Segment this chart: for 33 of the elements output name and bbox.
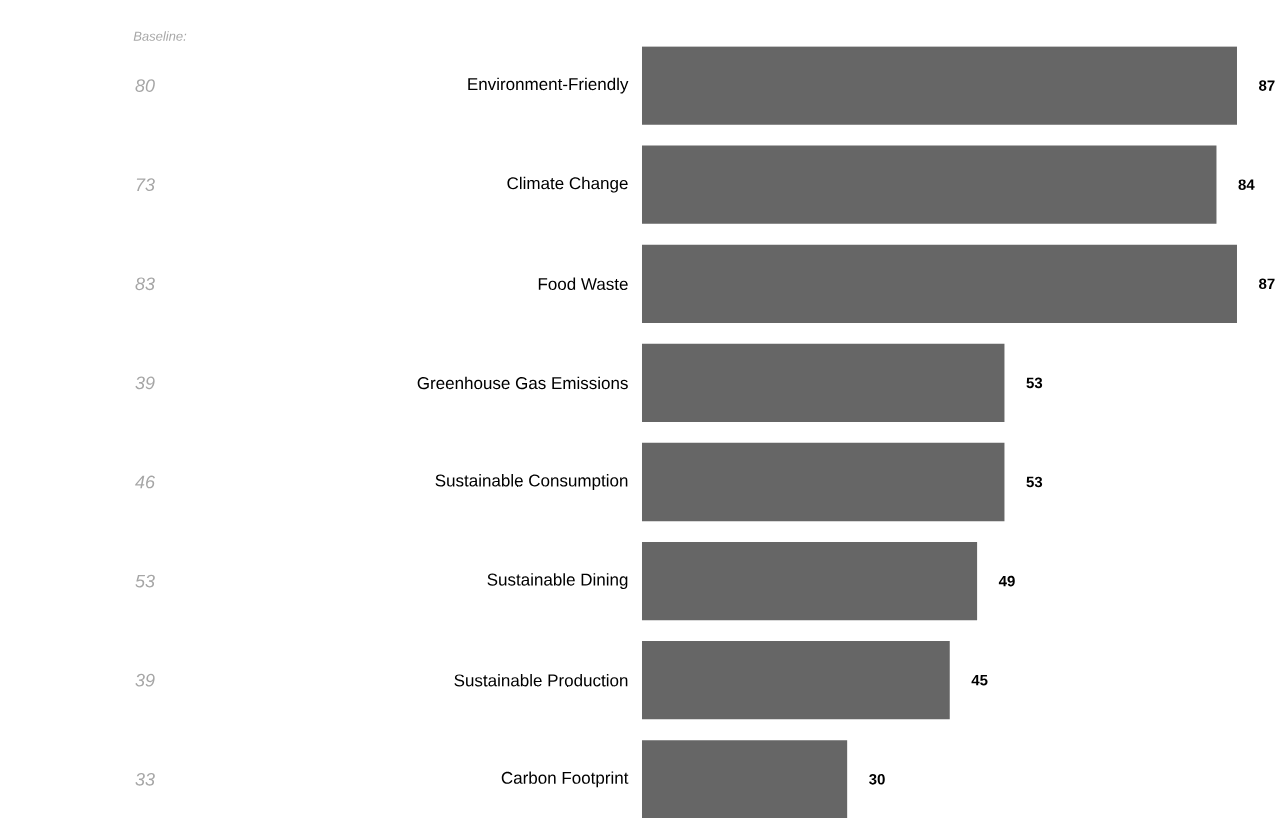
data-label: 45 <box>971 674 988 686</box>
data-label: 53 <box>1026 377 1043 388</box>
data-label: 87 <box>1259 278 1275 289</box>
bar <box>642 739 848 818</box>
text: 39 <box>135 673 155 687</box>
data-label: 53 <box>1026 476 1043 488</box>
text: 83 <box>135 277 155 290</box>
text: 53 <box>135 574 155 588</box>
data-label: 87 <box>1259 80 1275 91</box>
data-label: 49 <box>998 575 1015 587</box>
bar <box>642 640 950 720</box>
y-tick-label: Sustainable Consumption <box>435 473 628 490</box>
y-tick-label: Greenhouse Gas Emissions <box>417 376 628 389</box>
y-tick-label: Sustainable Dining <box>487 572 628 589</box>
text: Baseline: <box>133 31 187 41</box>
data-label: 30 <box>869 773 885 785</box>
text: 73 <box>136 178 155 191</box>
bar <box>642 343 1005 422</box>
bar <box>642 541 978 621</box>
bar <box>642 145 1217 224</box>
bar <box>642 46 1237 125</box>
bar <box>642 244 1237 323</box>
y-tick-label: Food Waste <box>538 277 628 290</box>
text: 39 <box>135 376 155 390</box>
text: 46 <box>135 475 155 489</box>
data-label: 84 <box>1238 179 1255 190</box>
y-tick-label: Climate Change <box>507 176 628 193</box>
y-tick-label: Carbon Footprint <box>501 771 629 788</box>
bar <box>642 442 1005 521</box>
y-tick-label: Sustainable Production <box>454 673 628 687</box>
text: 80 <box>135 78 155 92</box>
text: 33 <box>135 772 155 786</box>
y-tick-label: Environment-Friendly <box>468 77 629 94</box>
